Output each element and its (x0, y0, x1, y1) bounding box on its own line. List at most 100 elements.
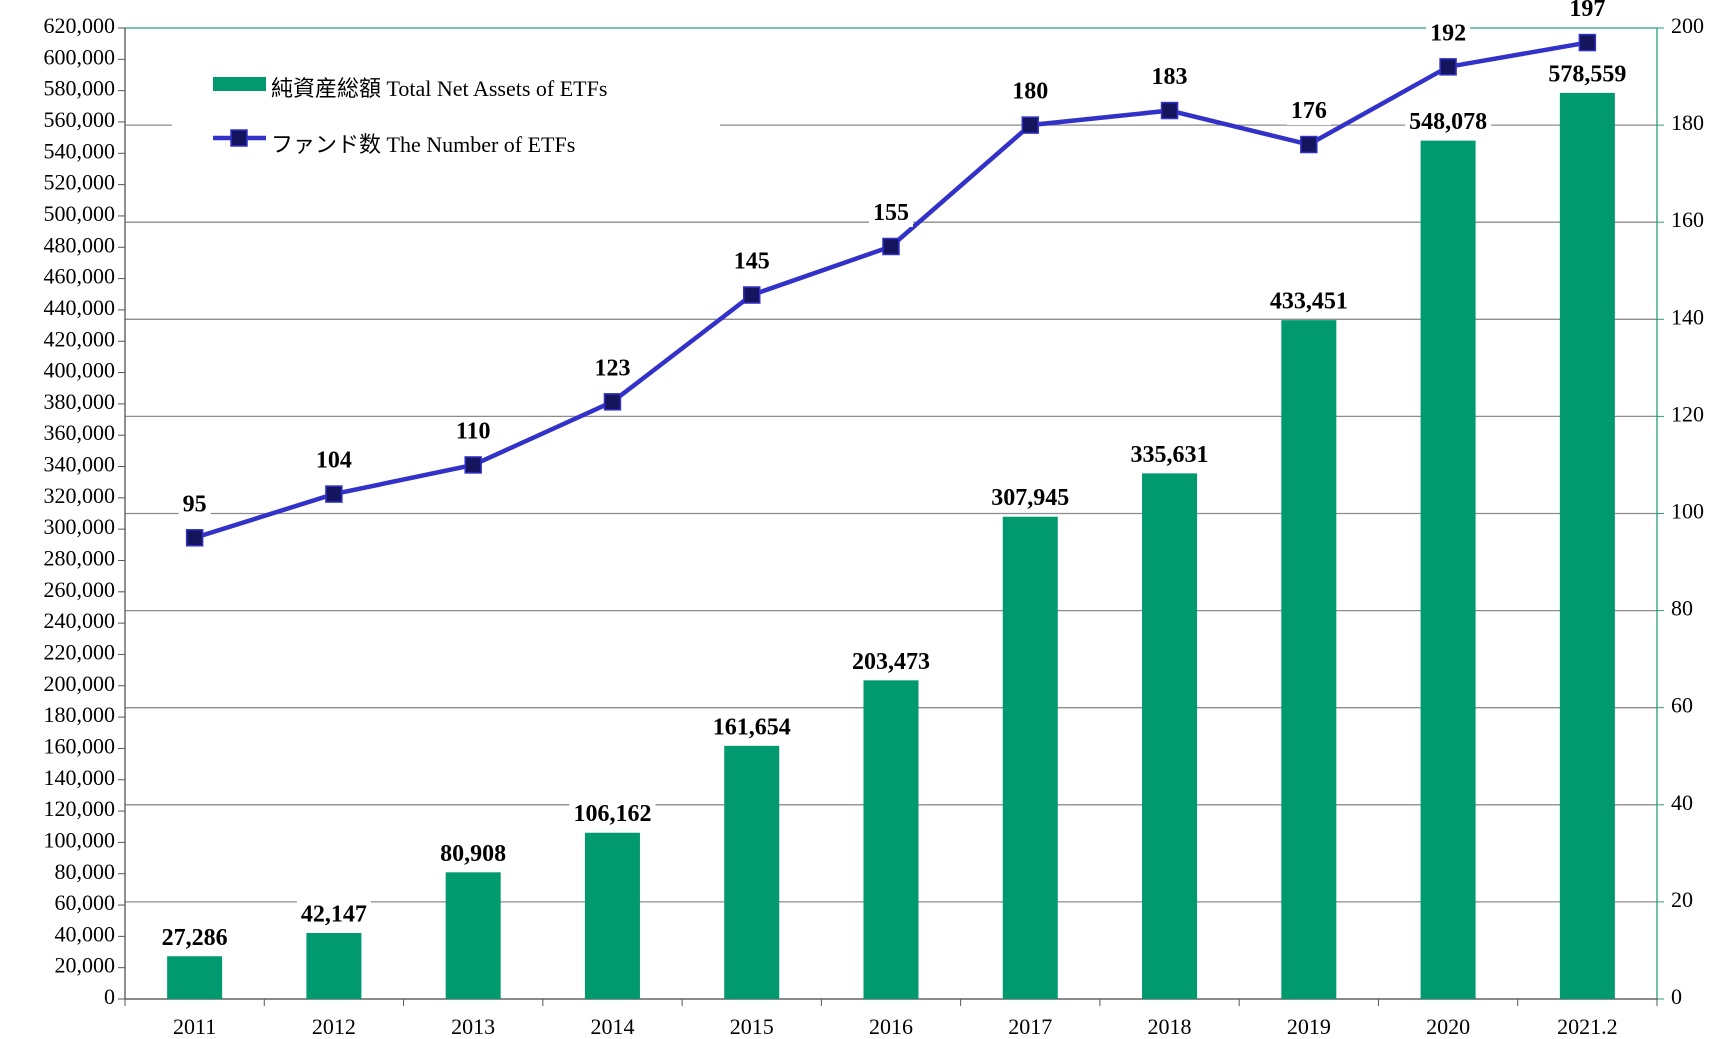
y-tick-label: 200,000 (44, 671, 116, 696)
legend-swatch (213, 77, 266, 91)
y-tick-label: 100,000 (44, 827, 116, 852)
y-tick-label: 560,000 (44, 107, 116, 132)
data-label: 203,473 (852, 649, 930, 675)
data-label: 183 (1152, 64, 1188, 90)
x-tick-label: 2020 (1426, 1014, 1470, 1039)
y-tick-label: 320,000 (44, 483, 116, 508)
x-tick-label: 2011 (173, 1014, 216, 1039)
x-tick-label: 2013 (451, 1014, 495, 1039)
y-tick-label: 540,000 (44, 138, 116, 163)
data-label: 80,908 (440, 841, 506, 867)
y-tick-label: 580,000 (44, 76, 116, 101)
x-tick-label: 2014 (590, 1014, 634, 1039)
label-background (1008, 77, 1053, 106)
label-background (1286, 97, 1331, 126)
y-tick-label: 400,000 (44, 358, 116, 383)
data-label: 192 (1430, 20, 1466, 46)
x-tick-label: 2017 (1008, 1014, 1052, 1039)
bar (445, 872, 501, 999)
y2-tick-label: 140 (1671, 304, 1704, 329)
label-background (1405, 108, 1492, 137)
label-background (708, 713, 795, 742)
legend-label: ファンド数 The Number of ETFs (271, 132, 575, 157)
data-label: 433,451 (1270, 289, 1348, 315)
y-tick-label: 180,000 (44, 702, 116, 727)
y-tick-label: 20,000 (55, 953, 116, 978)
label-background (1565, 0, 1610, 24)
label-background (590, 354, 635, 383)
y2-tick-label: 100 (1671, 499, 1704, 524)
y-tick-label: 440,000 (44, 295, 116, 320)
label-background (729, 247, 774, 276)
label-background (1147, 63, 1192, 92)
bar (1559, 92, 1615, 999)
y-tick-label: 40,000 (55, 921, 116, 946)
marker (1439, 58, 1457, 76)
bar (863, 680, 919, 999)
label-background (436, 839, 511, 868)
data-label: 548,078 (1409, 109, 1487, 135)
data-label: 307,945 (991, 485, 1069, 511)
x-tick-label: 2021.2 (1557, 1014, 1618, 1039)
marker (325, 485, 343, 503)
data-label: 335,631 (1131, 442, 1209, 468)
y-tick-label: 300,000 (44, 514, 116, 539)
data-label: 197 (1569, 0, 1605, 22)
y2-tick-label: 20 (1671, 887, 1693, 912)
label-background (178, 490, 211, 519)
y-tick-label: 280,000 (44, 546, 116, 571)
y-tick-label: 520,000 (44, 170, 116, 195)
y-tick-label: 260,000 (44, 577, 116, 602)
y-tick-label: 420,000 (44, 326, 116, 351)
legend-label: 純資産総額 Total Net Assets of ETFs (271, 76, 607, 101)
label-background (569, 800, 656, 829)
legend-marker (230, 129, 248, 147)
data-label: 578,559 (1548, 61, 1626, 87)
bar (1420, 140, 1476, 999)
y-tick-label: 240,000 (44, 608, 116, 633)
label-background (848, 647, 934, 676)
data-label: 176 (1291, 98, 1327, 124)
y-tick-label: 140,000 (44, 765, 116, 790)
y-tick-label: 340,000 (44, 452, 116, 477)
bar (1002, 516, 1058, 999)
data-label: 95 (183, 491, 207, 517)
y2-tick-label: 80 (1671, 596, 1693, 621)
y-tick-label: 220,000 (44, 639, 116, 664)
y-tick-label: 480,000 (44, 232, 116, 257)
marker (1021, 116, 1040, 134)
bar (1281, 320, 1337, 999)
label-background (157, 923, 232, 952)
label-background (311, 446, 356, 475)
y-tick-label: 460,000 (44, 264, 116, 289)
x-tick-label: 2015 (730, 1014, 774, 1039)
label-background (296, 900, 371, 929)
bar (167, 956, 223, 999)
y2-tick-label: 0 (1671, 984, 1682, 1009)
label-background (1544, 60, 1631, 89)
label-background (451, 417, 495, 446)
bar (584, 832, 640, 999)
y2-tick-label: 60 (1671, 693, 1693, 718)
y-tick-label: 120,000 (44, 796, 116, 821)
data-label: 104 (316, 448, 352, 474)
data-label: 145 (734, 249, 770, 275)
marker (1578, 33, 1597, 52)
marker (464, 456, 482, 474)
data-label: 110 (456, 418, 491, 444)
label-background (1426, 19, 1471, 48)
data-label: 106,162 (573, 801, 651, 827)
data-label: 161,654 (713, 714, 791, 740)
y-tick-label: 380,000 (44, 389, 116, 414)
marker (1300, 135, 1318, 154)
x-tick-label: 2012 (312, 1014, 356, 1039)
marker (882, 237, 900, 256)
y-tick-label: 500,000 (44, 201, 116, 226)
data-label: 155 (873, 200, 909, 226)
bar (724, 745, 780, 999)
marker (1160, 101, 1179, 120)
y-tick-label: 80,000 (55, 859, 116, 884)
y2-tick-label: 40 (1671, 790, 1693, 815)
label-background (869, 198, 913, 227)
